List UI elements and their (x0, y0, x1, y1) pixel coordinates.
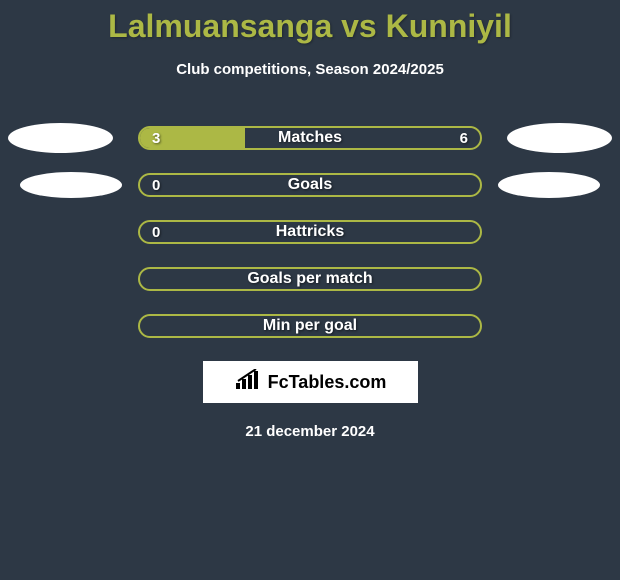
stat-bar: 0Hattricks (138, 220, 482, 244)
stats-area: 3Matches6 0Goals 0Hattricks Goals per match… (0, 126, 620, 338)
player-avatar-left (8, 123, 113, 153)
stat-label: Matches (140, 128, 480, 148)
brand-logo: FcTables.com (203, 361, 418, 403)
stat-row: 0Goals (0, 173, 620, 197)
stat-row: 3Matches6 (0, 126, 620, 150)
stat-bar: 3Matches6 (138, 126, 482, 150)
stat-bar: Goals per match (138, 267, 482, 291)
date-text: 21 december 2024 (0, 423, 620, 440)
brand-text: FcTables.com (268, 372, 387, 393)
comparison-infographic: Lalmuansanga vs Kunniyil Club competitio… (0, 0, 620, 580)
stat-value-right: 6 (460, 128, 468, 148)
page-title: Lalmuansanga vs Kunniyil (0, 0, 620, 45)
chart-icon (234, 369, 262, 396)
stat-row: Goals per match (0, 267, 620, 291)
stat-row: Min per goal (0, 314, 620, 338)
subtitle: Club competitions, Season 2024/2025 (0, 61, 620, 78)
stat-label: Hattricks (140, 222, 480, 242)
player-avatar-right (507, 123, 612, 153)
stat-label: Min per goal (140, 316, 480, 336)
stat-label: Goals (140, 175, 480, 195)
stat-row: 0Hattricks (0, 220, 620, 244)
stat-bar: Min per goal (138, 314, 482, 338)
player-avatar-left (20, 172, 122, 198)
stat-bar: 0Goals (138, 173, 482, 197)
player-avatar-right (498, 172, 600, 198)
stat-label: Goals per match (140, 269, 480, 289)
